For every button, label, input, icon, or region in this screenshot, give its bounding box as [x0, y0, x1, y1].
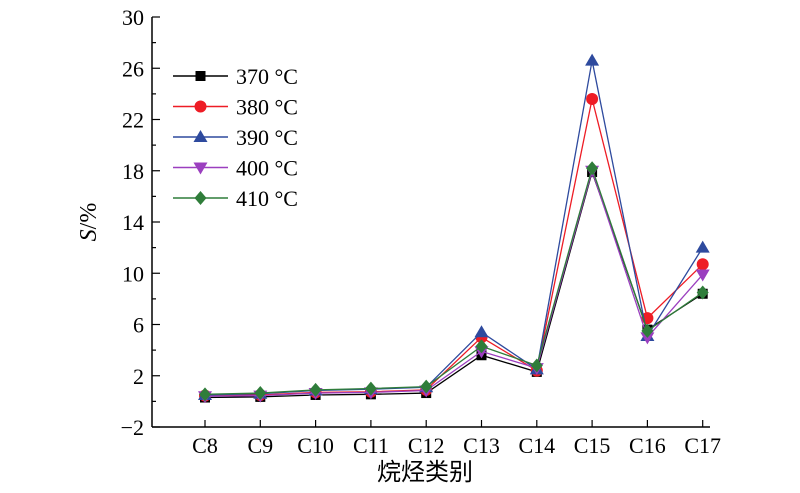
data-point — [364, 381, 377, 396]
legend-item: 410 °C — [173, 186, 298, 211]
y-tick-label: 22 — [122, 108, 144, 133]
legend-label: 380 °C — [236, 95, 298, 120]
x-tick-label: C14 — [518, 433, 555, 458]
legend-marker — [193, 130, 208, 142]
x-tick-label: C17 — [684, 433, 721, 458]
data-point — [309, 382, 322, 397]
legend-item: 370 °C — [173, 64, 298, 89]
legend-label: 370 °C — [236, 64, 298, 89]
x-tick-label: C13 — [463, 433, 500, 458]
data-point — [640, 332, 655, 345]
data-point — [586, 161, 599, 176]
x-tick-label: C9 — [247, 433, 273, 458]
y-axis-label: S/% — [76, 203, 102, 242]
data-point — [475, 339, 488, 354]
series-layer — [198, 53, 710, 404]
legend-marker — [194, 100, 207, 113]
legend-item: 390 °C — [173, 125, 298, 150]
data-point — [530, 358, 543, 373]
legend-marker — [193, 162, 208, 175]
y-tick-label: 14 — [122, 210, 144, 235]
legend-label: 410 °C — [236, 186, 298, 211]
legend-item: 400 °C — [173, 156, 298, 181]
data-point — [199, 387, 211, 402]
data-point — [254, 386, 267, 401]
data-point — [695, 269, 710, 282]
legend-label: 400 °C — [236, 156, 298, 181]
y-axis-label-italic: S — [76, 229, 102, 241]
x-tick-label: C15 — [574, 433, 611, 458]
x-tick-label: C8 — [192, 433, 218, 458]
legend-marker — [195, 71, 206, 81]
data-point — [696, 258, 709, 271]
y-tick-label: 2 — [133, 364, 144, 389]
y-tick-label: 30 — [122, 5, 144, 30]
y-tick-label: 18 — [122, 159, 144, 184]
x-axis-label: 烷烃类别 — [377, 459, 473, 486]
legend-label: 390 °C — [236, 125, 298, 150]
data-point — [641, 323, 654, 338]
legend-item: 380 °C — [173, 95, 298, 120]
x-tick-label: C12 — [408, 433, 445, 458]
data-point — [585, 53, 600, 66]
series-4 — [199, 161, 709, 402]
legend: 370 °C 380 °C 390 °C 400 °C 410 °C — [173, 64, 298, 211]
legend-marker — [194, 191, 207, 205]
x-tick-label: C16 — [629, 433, 666, 458]
data-point — [695, 240, 710, 253]
series-line — [204, 165, 704, 395]
x-tick-label: C11 — [353, 433, 389, 458]
y-tick-label: 26 — [122, 56, 144, 81]
series-line — [204, 168, 704, 397]
data-point — [474, 325, 489, 338]
x-tick-label: C10 — [297, 433, 334, 458]
y-tick-label: 6 — [133, 313, 144, 338]
y-axis-label-rest: /% — [76, 203, 102, 230]
data-point — [586, 93, 599, 105]
y-tick-label: 10 — [122, 261, 144, 286]
y-tick-label: −2 — [121, 415, 144, 440]
data-point — [696, 285, 709, 300]
data-point — [420, 379, 433, 394]
